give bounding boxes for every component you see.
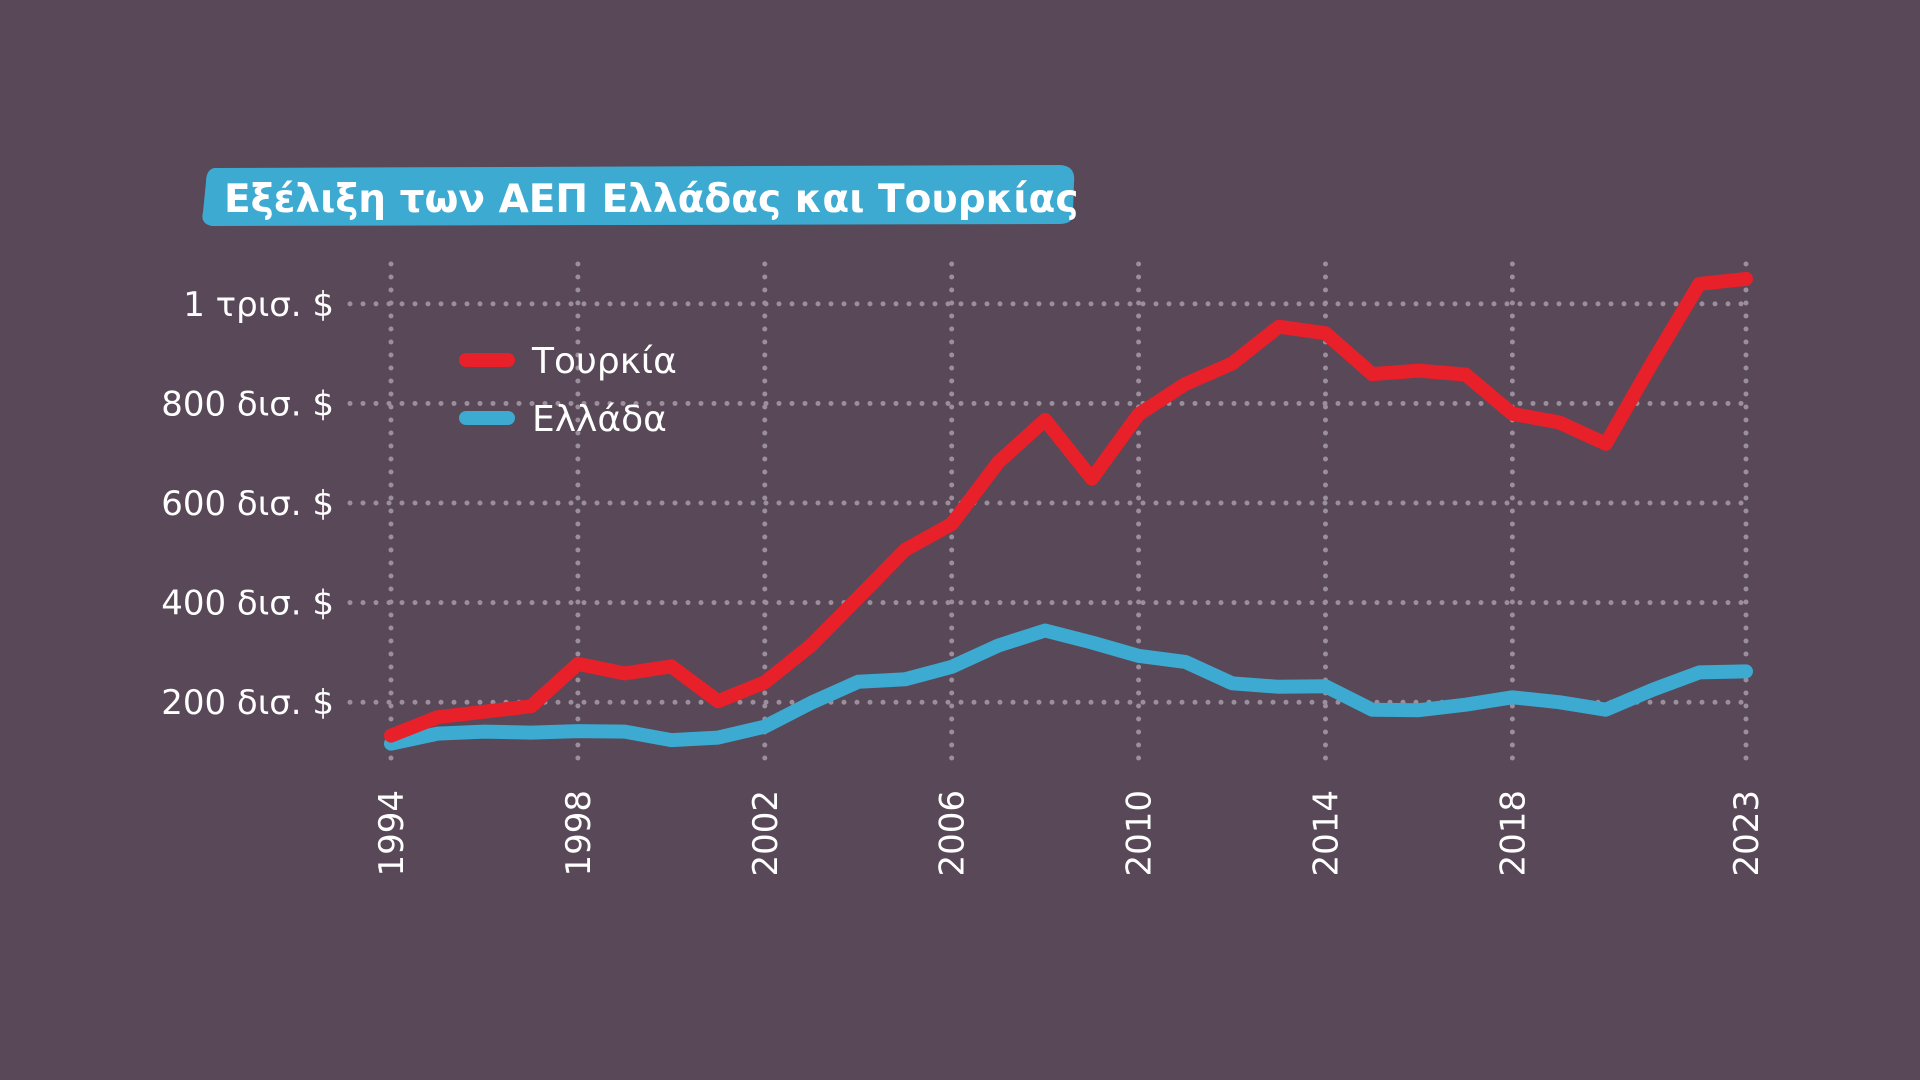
x-tick-label: 2023 [1727,790,1767,877]
x-axis-tick-labels: 1994 1998 2002 2006 2010 2014 2018 2023 [372,790,1767,877]
x-tick-label: 2010 [1120,790,1160,877]
series-line-turkey [384,271,1753,743]
y-axis-tick-labels: 200 δισ. $ 400 δισ. $ 600 δισ. $ 800 δισ. $… [161,285,334,723]
chart-title: Εξέλιξη των ΑΕΠ Ελλάδας και Τουρκίας [224,177,1078,222]
x-tick-label: 2014 [1306,790,1346,877]
legend-item-turkey: Τουρκία [459,341,677,382]
y-tick-label: 1 τρισ. $ [183,285,334,325]
x-tick-label: 1998 [559,790,599,877]
series-line-greece [384,623,1753,751]
y-tick-label: 600 δισ. $ [161,484,334,524]
legend-label-turkey: Τουρκία [531,341,677,382]
y-tick-label: 200 δισ. $ [161,683,334,723]
x-tick-label: 2018 [1493,790,1533,877]
title-badge-background [202,165,1075,226]
series-lines [384,271,1753,751]
legend-item-greece: Ελλάδα [459,399,667,440]
legend: Τουρκία Ελλάδα [459,341,677,440]
y-tick-label: 800 δισ. $ [161,384,334,424]
x-tick-label: 2002 [746,790,786,877]
title-badge: Εξέλιξη των ΑΕΠ Ελλάδας και Τουρκίας [202,165,1078,226]
y-tick-label: 400 δισ. $ [161,584,334,624]
legend-label-greece: Ελλάδα [532,399,667,440]
x-tick-label: 2006 [933,790,973,877]
x-tick-label: 1994 [372,790,412,877]
